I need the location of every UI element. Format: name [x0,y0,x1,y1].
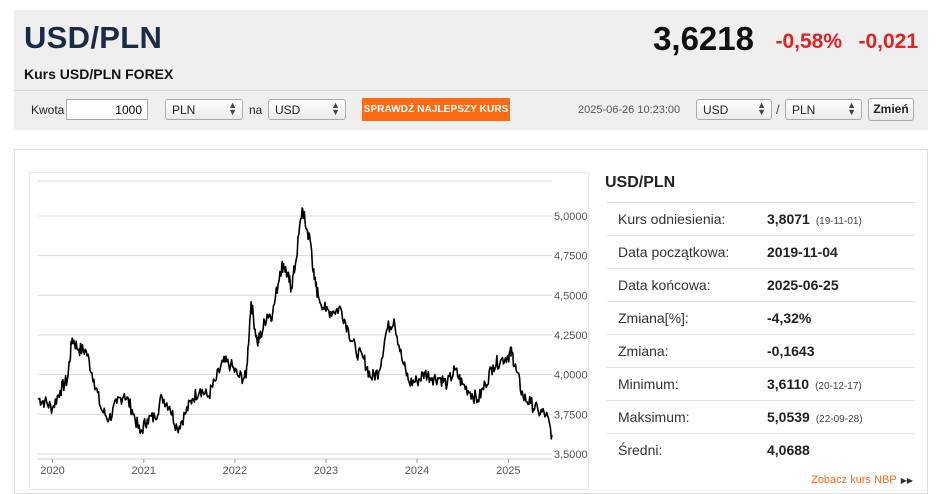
pair-quote-select[interactable]: PLN ▲ ▼ [785,99,862,120]
chart-svg: 5,0000 4,7500 4,5000 4,2500 4,0000 3,7500 3,50… [37,180,588,477]
select-arrows-icon: ▲ ▼ [757,100,766,117]
best-rate-button[interactable]: SPRAWDŹ NAJLEPSZY KURS [362,98,510,121]
amount-input[interactable] [66,99,148,120]
stats-row-value: 4,0688 [767,442,810,458]
stats-row: Minimum: 3,6110 (20-12-17) [607,367,915,400]
stats-row-date: (22-09-28) [815,414,863,425]
stats-row-value: 5,0539 [767,409,810,425]
stats-row: Zmiana[%]: -4,32% [607,301,915,334]
x-tick-label: 2022 [223,465,247,477]
stats-row: Maksimum: 5,0539 (22-09-28) [607,400,915,433]
stats-row-label: Zmiana: [618,343,669,359]
y-tick-label: 4,0000 [554,370,588,382]
stats-row-value: 3,6110 [767,376,810,392]
stats-row-value-cell: -0,1643 [767,343,814,359]
price-chart: 5,0000 4,7500 4,5000 4,2500 4,0000 3,7500 3,50… [29,172,589,490]
stats-row-label: Minimum: [618,376,679,392]
y-tick-label: 4,7500 [554,251,588,263]
change-pair-button[interactable]: Zmień [868,98,914,121]
y-tick-label: 4,2500 [554,330,588,342]
x-tick-label: 2021 [132,465,156,477]
quote-timestamp: 2025-06-26 10:23:00 [578,104,681,116]
stats-row-value: 3,8071 [767,211,810,227]
stats-row-value-cell: 5,0539 (22-09-28) [767,409,863,425]
stats-row-value-cell: -4,32% [767,310,811,326]
change-absolute: -0,021 [858,30,918,53]
stats-row: Data początkowa: 2019-11-04 [607,235,915,268]
y-tick-label: 3,7500 [554,409,588,421]
y-tick-label: 5,0000 [554,211,588,223]
converter-toolbar: Kwota PLN ▲▼ na USD ▲▼ SPRAWDŹ NAJLEPSZY… [14,96,928,124]
from-currency-select[interactable]: PLN ▲ ▼ [165,99,243,120]
stats-row-value: 2019-11-04 [767,244,838,260]
stats-row-date: (19-11-01) [815,216,862,227]
select-arrows-icon: ▲ ▼ [847,100,856,117]
stats-row-value-cell: 4,0688 [767,442,810,458]
stats-row-value: 2025-06-25 [767,277,839,293]
na-label: na [249,103,263,117]
x-tick-label: 2024 [405,465,429,477]
stats-row: Zmiana: -0,1643 [607,334,915,367]
stats-row-value-cell: 3,6110 (20-12-17) [767,376,862,392]
stats-row-date: (20-12-17) [815,381,862,392]
pair-slash: / [776,102,780,117]
stats-row-value: -4,32% [767,310,812,326]
x-tick-label: 2023 [314,465,338,477]
stats-row-label: Zmiana[%]: [618,310,689,326]
x-tick-label: 2020 [40,465,64,477]
series-line [37,207,553,440]
stats-row-label: Data końcowa: [618,277,711,293]
stats-row-value-cell: 2025-06-25 [767,277,839,293]
y-tick-label: 4,5000 [554,290,588,302]
chart-panel: 5,0000 4,7500 4,5000 4,2500 4,0000 3,7500 3,50… [14,149,928,494]
select-arrows-icon: ▲ ▼ [331,100,340,117]
stats-row: Kurs odniesienia: 3,8071 (19-11-01) [607,202,915,235]
amount-label: Kwota [31,103,65,117]
current-rate: 3,6218 [653,20,754,57]
page-title: USD/PLN [24,20,163,55]
from-currency-value: PLN [172,103,196,117]
select-arrows-icon: ▲ ▼ [228,100,237,117]
nbp-link-label: Zobacz kurs NBP [811,474,897,486]
change-percent: -0,58% [775,30,842,53]
nbp-rate-link[interactable]: Zobacz kurs NBP ▶▶ [811,474,913,486]
double-chevron-right-icon: ▶▶ [900,476,913,485]
stats-row-label: Maksimum: [618,409,690,425]
quote-header: USD/PLN Kurs USD/PLN FOREX 3,6218 -0,58%… [14,10,928,130]
stats-title: USD/PLN [605,174,676,191]
stats-row-label: Średni: [618,442,663,458]
stats-row-label: Kurs odniesienia: [618,211,726,227]
stats-row: Średni: 4,0688 [607,433,915,466]
stats-row-value-cell: 3,8071 (19-11-01) [767,211,862,227]
stats-row-value: -0,1643 [767,343,815,359]
y-tick-label: 3,5000 [554,449,588,461]
pair-quote-value: PLN [792,103,816,117]
pair-base-value: USD [703,103,729,117]
stats-table: Kurs odniesienia: 3,8071 (19-11-01) Data po… [607,202,915,466]
x-tick-label: 2025 [496,465,520,477]
stats-row-value-cell: 2019-11-04 [767,244,838,260]
page-subtitle: Kurs USD/PLN FOREX [24,66,174,82]
stats-row-label: Data początkowa: [618,244,730,260]
to-currency-select[interactable]: USD ▲ ▼ [268,99,346,120]
pair-base-select[interactable]: USD ▲ ▼ [696,99,772,120]
header-divider [14,90,928,91]
to-currency-value: USD [275,103,301,117]
stats-row: Data końcowa: 2025-06-25 [607,268,915,301]
